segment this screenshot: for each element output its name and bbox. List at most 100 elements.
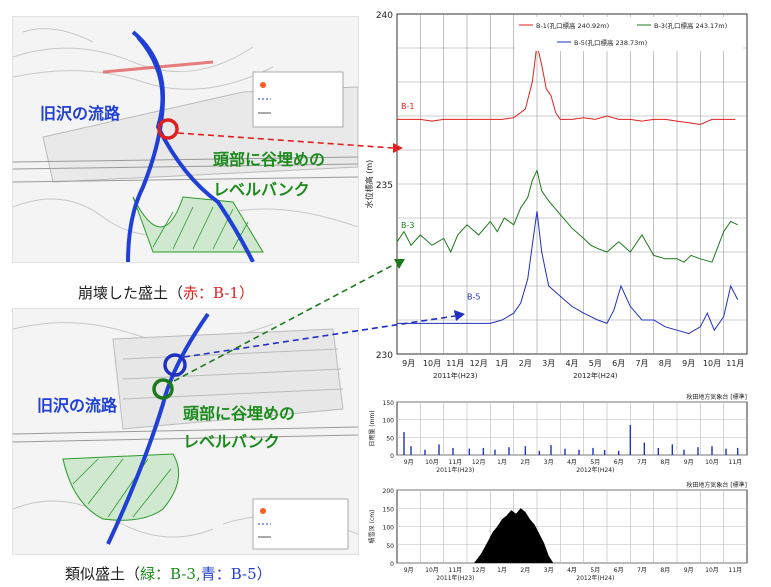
y-tick-label: 230 (376, 351, 393, 361)
precip-bar (629, 424, 632, 455)
x-tick-label: 4月 (565, 359, 578, 368)
chart-title: 秋田地方気象台 [標準] (686, 481, 747, 489)
year-label: 2012年(H24) (576, 466, 614, 474)
x-tick-label: 7月 (635, 359, 648, 368)
precip-bar (494, 449, 496, 455)
x-tick-label: 3月 (544, 459, 554, 466)
precip-bar (592, 447, 594, 455)
year-label: 2012年(H24) (573, 371, 618, 380)
precip-bar (564, 448, 566, 455)
year-label: 2011年(H23) (433, 371, 478, 380)
precip-bar (725, 448, 727, 455)
x-tick-label: 11月 (449, 567, 463, 574)
x-tick-label: 11月 (729, 567, 743, 574)
x-tick-label: 9月 (684, 459, 694, 466)
y-tick-label: 150 (383, 506, 395, 513)
y-tick-label: 0 (390, 453, 394, 460)
x-tick-label: 10月 (423, 359, 441, 368)
y-tick-label: 200 (383, 488, 395, 495)
x-tick-label: 10月 (703, 359, 721, 368)
y-tick-label: 100 (383, 418, 395, 425)
bottom-map-caption: 類似盛土（緑：B-3,青：B-5） (65, 563, 272, 584)
snow-depth-chart: 0 50 100 150 200 秋田地方気象台 [標準] 積雪深 (cm) 9月 10月 11月… (368, 481, 748, 582)
x-tick-label: 9月 (684, 567, 694, 574)
precip-bar (403, 432, 405, 455)
legend-boring-marker-bottom (260, 508, 266, 514)
map-legend-box (252, 71, 344, 128)
legend-box (515, 17, 743, 51)
year-label: 2011年(H23) (436, 574, 474, 582)
bottom-fill-annotation-2: レベルバンク (183, 432, 280, 451)
top-fill-annotation: 頭部に谷埋めの (213, 150, 326, 169)
precipitation-chart: 0 50 100 150 秋田地方気象台 [標準] 日雨量 (mm) 9月 10月 11月 12月… (369, 393, 748, 474)
bottom-caption-green-word: 緑 (140, 565, 156, 583)
y-tick-label: 150 (383, 400, 395, 407)
series-label: B-3 (401, 221, 414, 230)
y-tick-label: 235 (376, 181, 393, 191)
x-tick-label: 2月 (520, 567, 530, 574)
x-tick-label: 7月 (637, 567, 647, 574)
top-caption-prefix: 崩壊した盛土（ (78, 284, 184, 302)
top-channel-annotation: 旧沢の流路 (40, 104, 121, 123)
top-fill-annotation-2: レベルバンク (213, 180, 310, 199)
map-collapsed-fill (12, 16, 359, 263)
y-tick-label: 50 (386, 543, 394, 550)
bottom-caption-blue-word: 青 (200, 565, 216, 583)
bottom-channel-annotation: 旧沢の流路 (37, 396, 118, 415)
x-tick-label: 11月 (449, 459, 463, 466)
precip-bar (508, 447, 510, 455)
precip-bar (538, 450, 541, 455)
x-tick-label: 10月 (425, 459, 439, 466)
precip-bar (683, 449, 685, 455)
series-label: B-1 (401, 102, 414, 111)
legend-boring-marker (260, 82, 266, 88)
road-lines (13, 156, 358, 183)
series-label: B-5 (467, 293, 480, 302)
top-caption-suffix: ：B-1） (198, 284, 254, 302)
precip-bar (603, 450, 606, 455)
x-tick-label: 9月 (682, 359, 695, 368)
precip-bar (424, 449, 426, 455)
x-tick-label: 12月 (472, 459, 486, 466)
x-tick-label: 4月 (567, 567, 577, 574)
series-line-b-3 (396, 168, 738, 263)
x-tick-label: 3月 (542, 359, 555, 368)
x-tick-label: 8月 (660, 567, 670, 574)
x-tick-label: 5月 (589, 359, 602, 368)
precip-bar (468, 448, 471, 455)
plot-area (396, 401, 748, 456)
precip-bar (711, 446, 713, 455)
x-tick-label: 11月 (729, 459, 743, 466)
year-label: 2012年(H24) (576, 574, 614, 582)
y-axis-label: 日雨量 (mm) (369, 410, 376, 446)
x-tick-label: 10月 (705, 459, 719, 466)
precip-bar (550, 445, 552, 455)
legend-entry: B-5(孔口標高 238.73m) (574, 38, 647, 47)
y-tick-label: 0 (390, 561, 394, 568)
precip-bar (643, 442, 646, 455)
hatched-fill-area-bottom (62, 453, 180, 521)
x-tick-label: 6月 (614, 459, 624, 466)
x-tick-label: 1月 (497, 567, 507, 574)
snow-depth-area (474, 508, 554, 563)
x-tick-label: 8月 (659, 359, 672, 368)
x-tick-label: 9月 (404, 567, 414, 574)
y-axis-label: 水位標高 (m) (364, 160, 374, 209)
old-channel-line-2 (136, 35, 255, 262)
precip-bar (617, 450, 620, 455)
precip-bar (657, 447, 660, 455)
precip-bar (410, 446, 412, 455)
x-tick-label: 7月 (637, 459, 647, 466)
water-level-chart: 230 235 240 水位標高 (m) 9月 10月 11月 12月 1月 2月 3月 4月 5月 6月… (364, 11, 748, 380)
x-tick-label: 2月 (520, 459, 530, 466)
x-tick-label: 6月 (612, 359, 625, 368)
precip-bar (578, 449, 580, 455)
x-tick-label: 12月 (470, 359, 488, 368)
x-tick-label: 1月 (497, 459, 507, 466)
map-legend-box-bottom (252, 498, 349, 550)
precip-bar (671, 444, 674, 455)
map-collapsed-fill-drawing (13, 28, 358, 262)
x-tick-label: 8月 (660, 459, 670, 466)
top-caption-red-word: 赤 (183, 284, 199, 302)
